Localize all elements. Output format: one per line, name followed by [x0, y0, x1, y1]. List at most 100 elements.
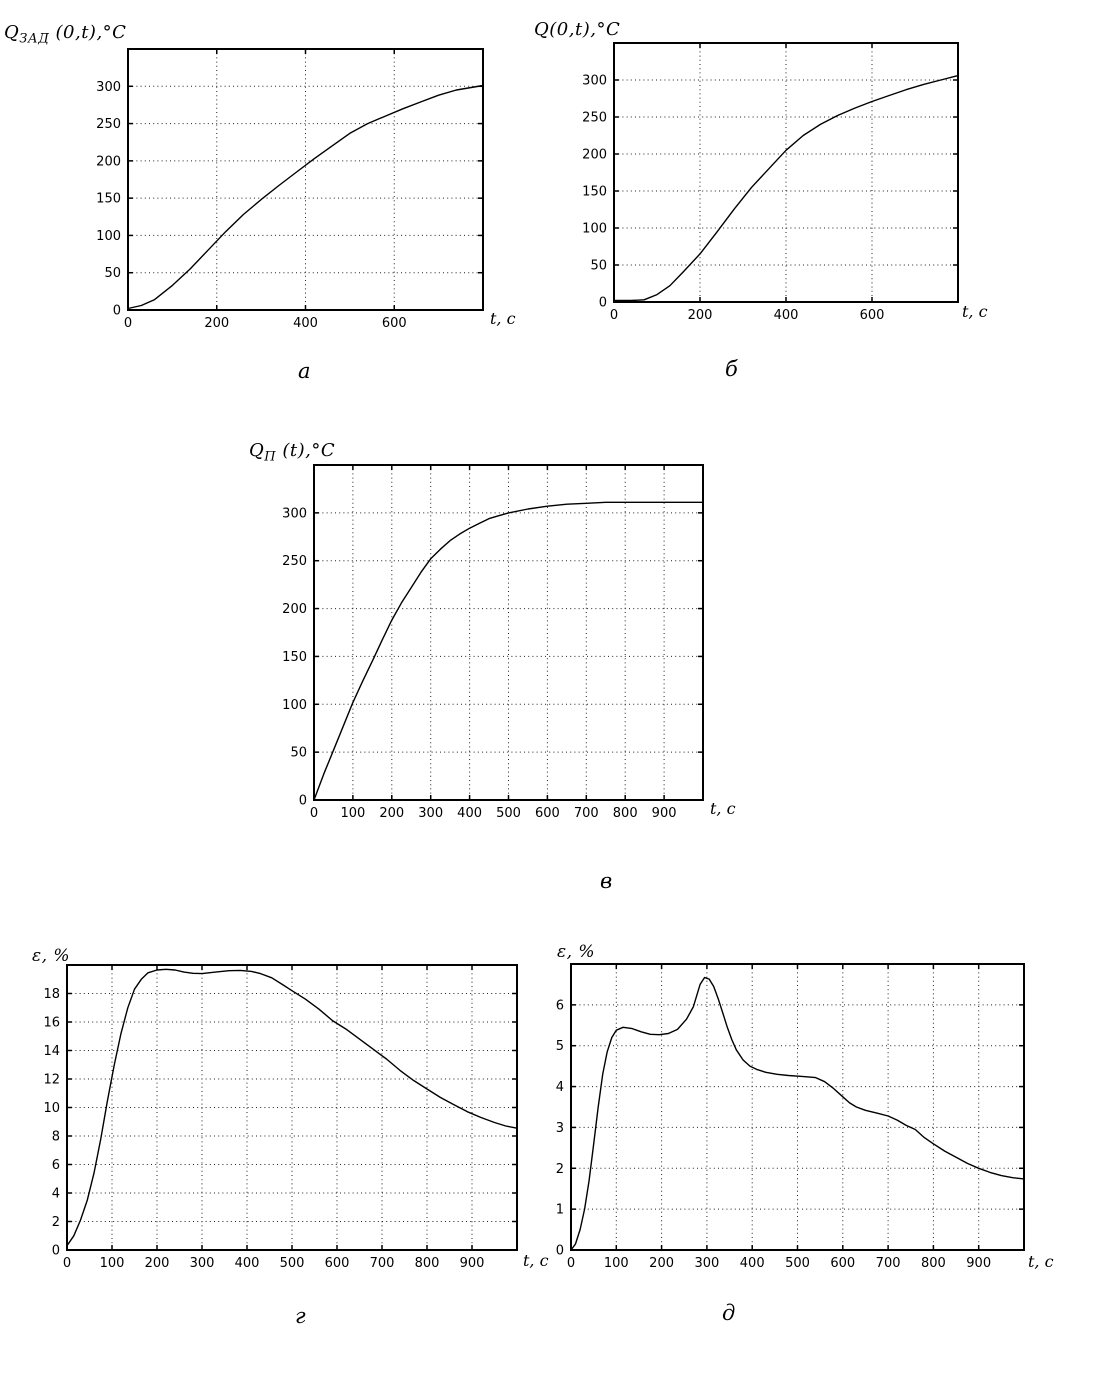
y-tick-label: 2	[52, 1215, 60, 1230]
y-tick-label: 100	[96, 229, 121, 244]
x-tick-label: 500	[785, 1256, 810, 1271]
chart-a-caption: а	[298, 359, 311, 383]
chart-d-title-rest: , %	[566, 942, 596, 962]
y-tick-label: 2	[556, 1162, 564, 1177]
y-tick-label: 200	[282, 602, 307, 617]
x-tick-label: 800	[613, 806, 638, 821]
chart-a-title-sub: ЗАД	[19, 31, 50, 47]
x-tick-label: 600	[830, 1256, 855, 1271]
x-tick-label: 900	[966, 1256, 991, 1271]
x-tick-label: 400	[293, 316, 318, 331]
x-tick-label: 400	[774, 308, 799, 323]
series-line	[66, 968, 518, 1247]
x-tick-label: 0	[63, 1256, 71, 1271]
chart-g-title-rest: , %	[41, 946, 71, 966]
x-tick-label: 700	[370, 1256, 395, 1271]
chart-v: 0 100 200 300 400 500 600 700 800 900 0 50 100 150 200…	[269, 453, 748, 830]
chart-b: 0 200 400 600 0 50 100 150 200 250 300	[569, 31, 1003, 332]
chart-b-title-main: Q	[534, 19, 550, 40]
chart-a-xaxis-label: t, с	[490, 309, 516, 328]
x-tick-label: 100	[340, 806, 365, 821]
x-tick-label: 0	[567, 1256, 575, 1271]
x-tick-label: 100	[100, 1256, 125, 1271]
y-tick-label: 200	[582, 148, 607, 163]
chart-v-canvas: 0 100 200 300 400 500 600 700 800 900 0 50 100 150 200…	[282, 464, 704, 821]
y-tick-label: 3	[556, 1121, 564, 1136]
chart-d-caption: д	[722, 1301, 736, 1325]
x-tick-label: 200	[688, 308, 713, 323]
y-tick-label: 250	[96, 117, 121, 132]
series-line	[127, 84, 484, 310]
x-tick-label: 200	[379, 806, 404, 821]
x-tick-label: 800	[921, 1256, 946, 1271]
chart-d-canvas: 0 100 200 300 400 500 600 700 800 900 0 1 2 3 4 5 6	[556, 963, 1025, 1271]
series-line	[313, 501, 704, 801]
y-tick-label: 16	[43, 1016, 60, 1031]
x-tick-label: 600	[382, 316, 407, 331]
y-tick-label: 50	[590, 259, 607, 274]
y-tick-label: 300	[282, 506, 307, 521]
chart-d-xaxis-label: t, с	[1028, 1252, 1054, 1271]
chart-g: 0 100 200 300 400 500 600 700 800 900 0 2 4 6 8 10 12 14 1…	[22, 953, 562, 1280]
chart-v-caption: в	[600, 869, 613, 893]
x-tick-label: 200	[204, 316, 229, 331]
y-tick-label: 100	[582, 222, 607, 237]
chart-b-title-rest: (0,t),°C	[549, 19, 621, 40]
y-tick-label: 0	[556, 1244, 564, 1259]
x-tick-label: 600	[535, 806, 560, 821]
y-tick-label: 1	[556, 1203, 564, 1218]
y-tick-label: 10	[43, 1101, 60, 1116]
y-tick-label: 6	[556, 998, 564, 1013]
chart-g-xaxis-label: t, с	[523, 1251, 549, 1270]
chart-g-canvas: 0 100 200 300 400 500 600 700 800 900 0 2 4 6 8 10 12 14 1…	[43, 964, 518, 1271]
y-tick-label: 300	[96, 80, 121, 95]
chart-d-title: ε, %	[557, 942, 595, 962]
x-tick-label: 500	[280, 1256, 305, 1271]
series-line	[570, 976, 1025, 1251]
y-tick-label: 250	[282, 554, 307, 569]
y-tick-label: 0	[299, 794, 307, 809]
chart-v-title-main: Q	[249, 440, 265, 461]
series-line	[613, 74, 959, 302]
x-tick-label: 400	[235, 1256, 260, 1271]
x-tick-label: 100	[604, 1256, 629, 1271]
x-tick-label: 600	[860, 308, 885, 323]
chart-a-title-rest: (0,t),°C	[49, 22, 127, 43]
y-tick-label: 8	[52, 1130, 60, 1145]
x-tick-label: 0	[610, 308, 618, 323]
x-tick-label: 900	[460, 1256, 485, 1271]
x-tick-label: 500	[496, 806, 521, 821]
y-tick-label: 50	[290, 746, 307, 761]
y-tick-label: 250	[582, 111, 607, 126]
y-tick-label: 0	[52, 1244, 60, 1259]
y-tick-label: 0	[113, 304, 121, 319]
chart-g-caption: г	[295, 1304, 306, 1328]
chart-g-title: ε, %	[32, 946, 70, 966]
x-tick-label: 400	[740, 1256, 765, 1271]
chart-a-canvas: 0 200 400 600 0 50 100 150 200 250 300	[96, 48, 484, 331]
x-tick-label: 800	[415, 1256, 440, 1271]
x-tick-label: 0	[310, 806, 318, 821]
plot-frame	[613, 42, 959, 303]
x-tick-label: 300	[418, 806, 443, 821]
x-tick-label: 400	[457, 806, 482, 821]
y-tick-label: 14	[43, 1044, 60, 1059]
y-tick-label: 150	[96, 192, 121, 207]
chart-a-title: QЗАД (0,t),°C	[4, 22, 127, 46]
x-tick-label: 0	[124, 316, 132, 331]
y-tick-label: 0	[599, 296, 607, 311]
y-tick-label: 300	[582, 74, 607, 89]
x-tick-label: 300	[190, 1256, 215, 1271]
chart-d-title-main: ε	[557, 942, 567, 962]
chart-v-xaxis-label: t, с	[710, 799, 736, 818]
x-tick-label: 700	[876, 1256, 901, 1271]
y-tick-label: 150	[282, 650, 307, 665]
chart-v-title-sub: П	[264, 449, 277, 465]
chart-g-title-main: ε	[32, 946, 42, 966]
y-tick-label: 200	[96, 154, 121, 169]
x-tick-label: 200	[145, 1256, 170, 1271]
chart-v-title-rest: (t),°C	[276, 440, 336, 461]
plot-frame	[313, 464, 704, 801]
y-tick-label: 100	[282, 698, 307, 713]
